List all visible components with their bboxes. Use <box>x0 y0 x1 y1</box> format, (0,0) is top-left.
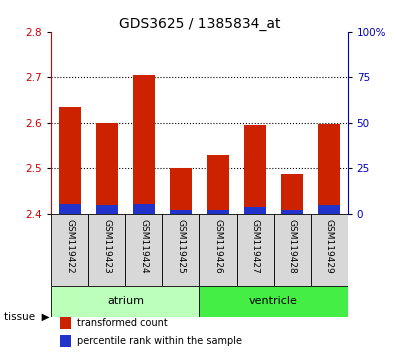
Text: GSM119427: GSM119427 <box>250 219 260 274</box>
Bar <box>96 123 118 213</box>
Bar <box>199 286 348 316</box>
Bar <box>133 204 155 213</box>
Title: GDS3625 / 1385834_at: GDS3625 / 1385834_at <box>119 17 280 31</box>
Text: GSM119425: GSM119425 <box>177 219 186 274</box>
Text: GSM119426: GSM119426 <box>213 219 222 274</box>
Bar <box>51 213 88 286</box>
Bar <box>207 155 229 213</box>
Bar <box>170 210 192 213</box>
Bar <box>162 213 199 286</box>
Bar <box>126 213 162 286</box>
Bar <box>59 107 81 213</box>
Text: GSM119424: GSM119424 <box>139 219 149 274</box>
Bar <box>59 204 81 213</box>
Bar <box>170 168 192 213</box>
Bar <box>281 174 303 213</box>
Bar <box>244 125 266 213</box>
Text: GSM119423: GSM119423 <box>102 219 111 274</box>
Bar <box>199 213 237 286</box>
Text: GSM119422: GSM119422 <box>65 219 74 274</box>
Text: percentile rank within the sample: percentile rank within the sample <box>77 336 241 347</box>
Bar <box>310 213 348 286</box>
Text: transformed count: transformed count <box>77 318 167 328</box>
Bar <box>318 124 340 213</box>
Bar <box>60 335 71 347</box>
Bar <box>281 210 303 213</box>
Bar <box>96 205 118 213</box>
Text: tissue  ▶: tissue ▶ <box>4 312 50 322</box>
Text: GSM119429: GSM119429 <box>325 219 334 274</box>
Bar <box>207 210 229 213</box>
Bar <box>318 205 340 213</box>
Bar <box>274 213 310 286</box>
Text: ventricle: ventricle <box>249 297 298 307</box>
Bar <box>244 207 266 213</box>
Bar <box>237 213 274 286</box>
Text: GSM119428: GSM119428 <box>288 219 297 274</box>
Bar <box>133 75 155 213</box>
Text: atrium: atrium <box>107 297 144 307</box>
Bar <box>60 317 71 329</box>
Bar <box>51 286 199 316</box>
Bar <box>88 213 126 286</box>
